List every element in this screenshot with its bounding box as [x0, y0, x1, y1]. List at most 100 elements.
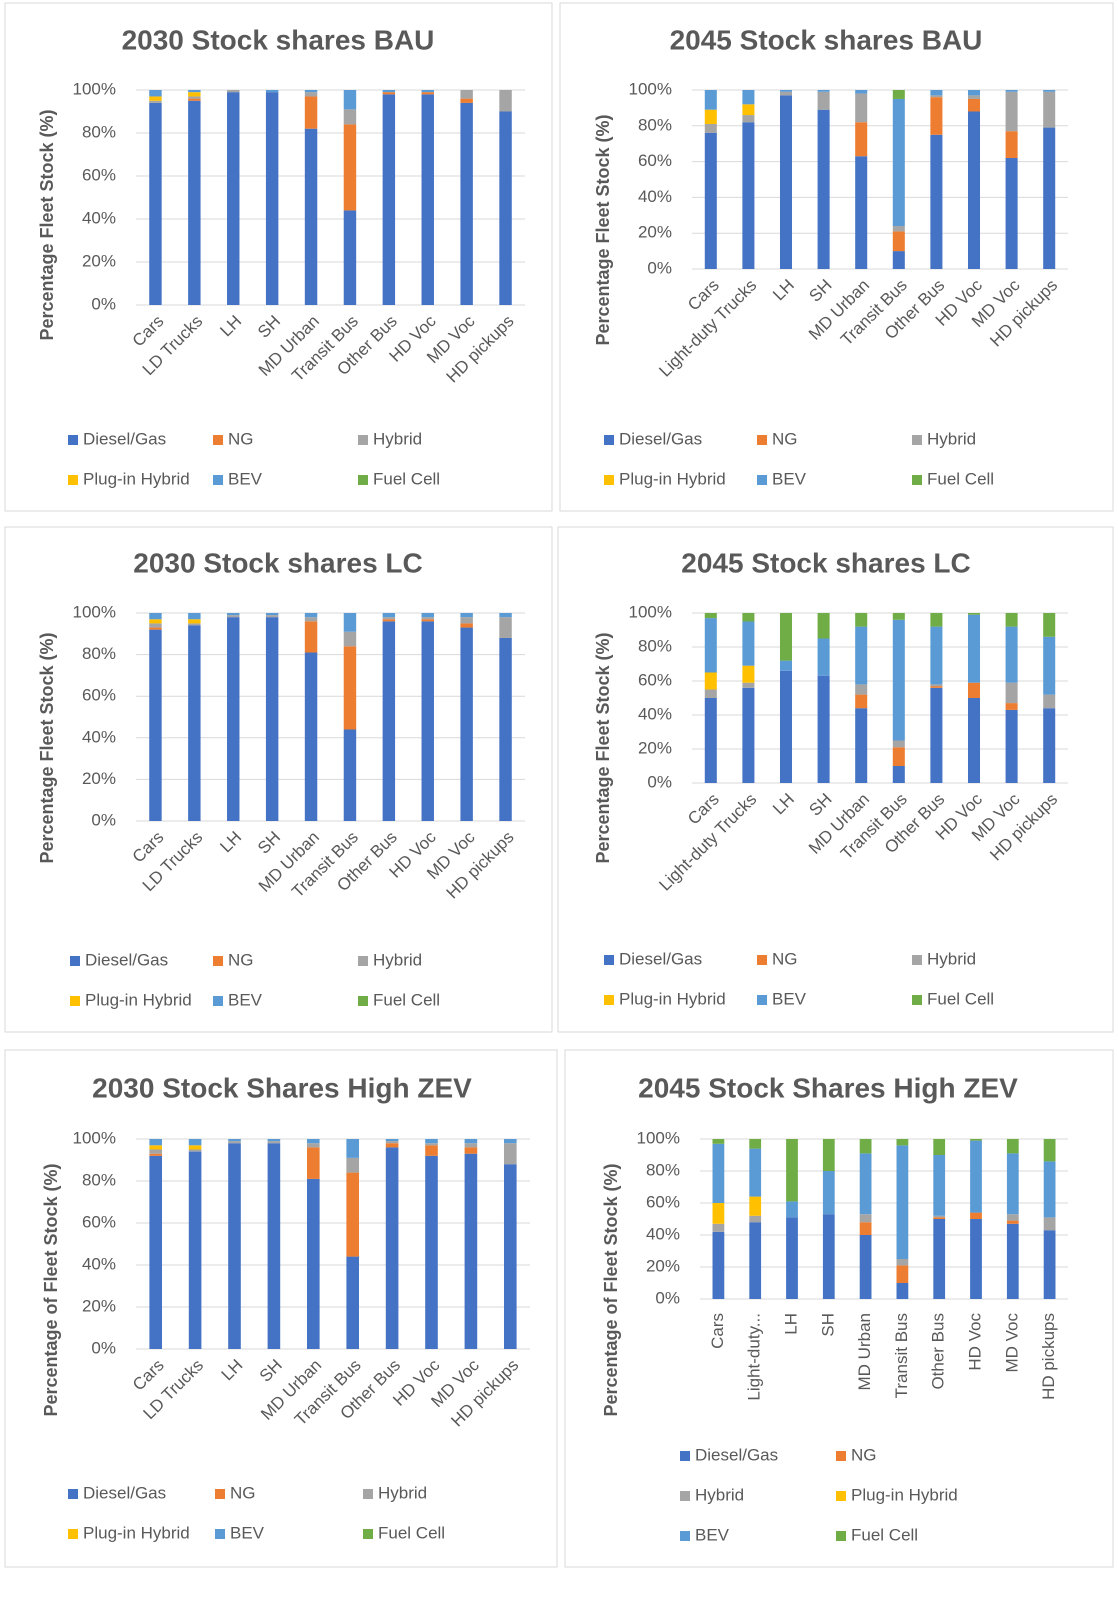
bar-segment [460, 627, 473, 821]
bar-segment [267, 1143, 281, 1349]
bar-segment [1043, 90, 1056, 92]
bar-segment [704, 132, 717, 269]
legend-label: NG [772, 429, 798, 448]
bar-segment [421, 617, 434, 620]
legend-label: Plug-in Hybrid [851, 1485, 958, 1504]
bar-segment [859, 1222, 872, 1235]
bar-segment [464, 1147, 478, 1154]
bar-segment [503, 1139, 517, 1144]
bar-segment [817, 90, 830, 92]
bar-segment [704, 618, 717, 673]
legend-swatch [912, 475, 922, 485]
bar-segment [227, 92, 240, 306]
legend-swatch [68, 475, 78, 485]
bar-segment [822, 1139, 835, 1171]
x-tick-label: SH [805, 790, 835, 820]
bar-segment [188, 1145, 202, 1150]
bar-segment [188, 619, 201, 624]
bar-segment [930, 97, 943, 135]
bar-segment [779, 91, 793, 96]
bar-segment [859, 1214, 872, 1223]
y-tick-label: 80% [82, 1170, 116, 1189]
bar-segment [1006, 1220, 1019, 1224]
bar-segment [933, 1219, 946, 1299]
bar-segment [188, 92, 201, 97]
bar-segment [1043, 1161, 1056, 1218]
legend-swatch [363, 1529, 373, 1539]
bar-segment [742, 90, 755, 105]
y-tick-label: 40% [82, 208, 116, 227]
bar-segment [188, 100, 201, 305]
bar-segment [346, 1157, 360, 1173]
legend-label: Hybrid [695, 1485, 744, 1504]
bar-segment [712, 1203, 725, 1224]
bar-segment [967, 613, 981, 615]
bar-segment [742, 621, 755, 666]
legend-label: Hybrid [927, 429, 976, 448]
bar-segment [149, 1139, 163, 1146]
bar-segment [188, 96, 201, 99]
bar-segment [779, 90, 793, 92]
bar-segment [855, 694, 868, 709]
bar-segment [892, 740, 905, 748]
bar-segment [228, 1141, 241, 1144]
bar-segment [464, 1143, 478, 1148]
bar-segment [1006, 1223, 1019, 1299]
bar-segment [855, 684, 868, 695]
bar-segment [346, 1256, 360, 1349]
bar-segment [149, 102, 162, 306]
bar-segment [503, 1164, 517, 1349]
bar-segment [1005, 91, 1018, 132]
bar-segment [712, 1223, 725, 1232]
y-tick-label: 100% [629, 79, 672, 98]
legend-label: Fuel Cell [373, 469, 440, 488]
bar-segment [892, 231, 905, 252]
bar-segment [822, 1171, 835, 1215]
legend-label: BEV [695, 1525, 730, 1544]
bar-segment [1006, 1214, 1019, 1221]
bar-segment [421, 94, 434, 305]
legend-swatch [213, 475, 223, 485]
legend-swatch [912, 435, 922, 445]
legend-label: Diesel/Gas [695, 1445, 778, 1464]
bar-segment [382, 617, 396, 620]
legend-label: Plug-in Hybrid [619, 989, 726, 1008]
bar-segment [749, 1148, 762, 1197]
bar-segment [464, 1139, 478, 1144]
bar-segment [188, 625, 201, 821]
y-tick-label: 20% [646, 1256, 680, 1275]
x-tick-label: Other Bus [929, 1313, 948, 1390]
y-tick-label: 60% [638, 670, 672, 689]
bar-segment [188, 90, 201, 93]
legend-swatch [68, 1489, 78, 1499]
bar-segment [742, 687, 755, 783]
bar-segment [188, 1139, 202, 1146]
x-tick-label: Cars [708, 1313, 727, 1349]
bar-segment [382, 92, 396, 95]
x-tick-label: SH [254, 312, 284, 342]
bar-segment [930, 95, 943, 98]
legend-label: BEV [772, 469, 807, 488]
x-tick-label: SH [818, 1313, 837, 1337]
bar-segment [188, 1151, 202, 1349]
bar-segment [304, 617, 318, 622]
bar-segment [382, 613, 396, 618]
bar-segment [346, 1172, 360, 1257]
bar-segment [460, 613, 473, 618]
bar-segment [382, 90, 396, 93]
bar-segment [421, 92, 434, 95]
legend-label: Hybrid [378, 1483, 427, 1502]
bar-segment [967, 90, 981, 96]
bar-segment [265, 90, 279, 93]
legend-label: Diesel/Gas [83, 429, 166, 448]
bar-segment [892, 98, 905, 227]
legend-swatch [68, 435, 78, 445]
bar-segment [382, 619, 396, 622]
bar-segment [228, 1143, 241, 1349]
legend-label: Plug-in Hybrid [83, 469, 190, 488]
x-tick-label: HD pickups [1039, 1313, 1058, 1400]
legend-swatch [70, 996, 80, 1006]
bar-segment [267, 1141, 281, 1144]
legend-swatch [363, 1489, 373, 1499]
